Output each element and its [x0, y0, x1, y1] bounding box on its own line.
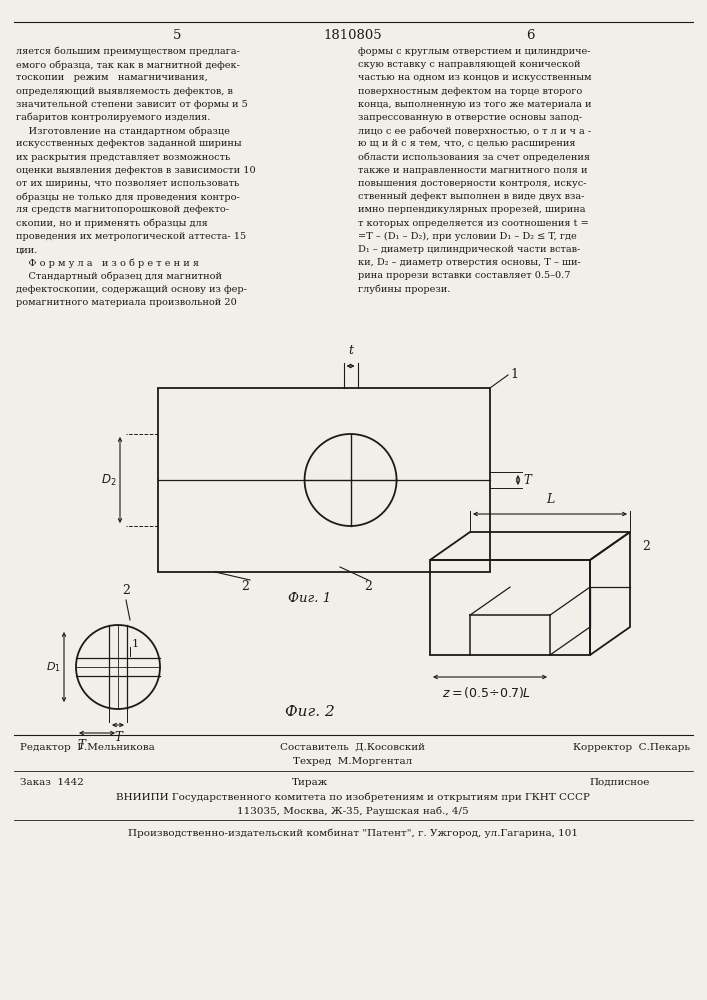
Text: повышения достоверности контроля, искус-: повышения достоверности контроля, искус-: [358, 179, 587, 188]
Text: Ф о р м у л а   и з о б р е т е н и я: Ф о р м у л а и з о б р е т е н и я: [16, 258, 199, 268]
Text: также и направленности магнитного поля и: также и направленности магнитного поля и: [358, 166, 588, 175]
Text: т которых определяется из соотношения t =: т которых определяется из соотношения t …: [358, 219, 589, 228]
Text: искусственных дефектов заданной ширины: искусственных дефектов заданной ширины: [16, 139, 242, 148]
Text: от их ширины, что позволяет использовать: от их ширины, что позволяет использовать: [16, 179, 239, 188]
Text: габаритов контролируемого изделия.: габаритов контролируемого изделия.: [16, 113, 211, 122]
Bar: [430, 560, 590, 655]
Text: Стандартный образец для магнитной: Стандартный образец для магнитной: [16, 271, 222, 281]
Text: $D_2$: $D_2$: [100, 472, 116, 488]
Text: скопии, но и применять образцы для: скопии, но и применять образцы для: [16, 219, 208, 228]
Bar: [158, 388, 490, 572]
Text: T: T: [114, 731, 122, 744]
Text: Фиг. 1: Фиг. 1: [288, 592, 332, 605]
Text: D₁ – диаметр цилиндрической части встав-: D₁ – диаметр цилиндрической части встав-: [358, 245, 580, 254]
Text: 2: 2: [241, 580, 249, 593]
Text: поверхностным дефектом на торце второго: поверхностным дефектом на торце второго: [358, 87, 583, 96]
Text: ции.: ции.: [16, 245, 38, 254]
Text: Составитель  Д.Косовский: Составитель Д.Косовский: [281, 743, 426, 752]
Text: формы с круглым отверстием и цилиндриче-: формы с круглым отверстием и цилиндриче-: [358, 47, 590, 56]
Text: Изготовление на стандартном образце: Изготовление на стандартном образце: [16, 126, 230, 136]
Text: Производственно-издательский комбинат "Патент", г. Ужгород, ул.Гагарина, 101: Производственно-издательский комбинат "П…: [128, 828, 578, 838]
Text: образцы не только для проведения контро-: образцы не только для проведения контро-: [16, 192, 240, 202]
Text: t: t: [348, 344, 353, 357]
Text: их раскрытия представляет возможность: их раскрытия представляет возможность: [16, 153, 230, 162]
Text: запрессованную в отверстие основы запод-: запрессованную в отверстие основы запод-: [358, 113, 582, 122]
Text: ромагнитного материала произвольной 20: ромагнитного материала произвольной 20: [16, 298, 237, 307]
Text: скую вставку с направляющей конической: скую вставку с направляющей конической: [358, 60, 580, 69]
Text: глубины прорези.: глубины прорези.: [358, 285, 450, 294]
Text: Тираж: Тираж: [292, 778, 328, 787]
Text: 5: 5: [173, 29, 181, 42]
Text: проведения их метрологической аттеста- 15: проведения их метрологической аттеста- 1…: [16, 232, 246, 241]
Text: Заказ  1442: Заказ 1442: [20, 778, 84, 787]
Text: Техред  М.Моргентал: Техред М.Моргентал: [293, 757, 413, 766]
Text: T: T: [523, 474, 531, 487]
Text: оценки выявления дефектов в зависимости 10: оценки выявления дефектов в зависимости …: [16, 166, 256, 175]
Text: T: T: [77, 739, 85, 752]
Text: тоскопии   режим   намагничивания,: тоскопии режим намагничивания,: [16, 73, 208, 82]
Text: конца, выполненную из того же материала и: конца, выполненную из того же материала …: [358, 100, 592, 109]
Text: 1: 1: [510, 368, 518, 381]
Text: $D_1$: $D_1$: [46, 660, 61, 674]
Text: 1: 1: [132, 639, 139, 649]
Text: 6: 6: [526, 29, 534, 42]
Text: ю щ и й с я тем, что, с целью расширения: ю щ и й с я тем, что, с целью расширения: [358, 139, 575, 148]
Text: ки, D₂ – диаметр отверстия основы, T – ши-: ки, D₂ – диаметр отверстия основы, T – ш…: [358, 258, 580, 267]
Text: 113035, Москва, Ж-35, Раушская наб., 4/5: 113035, Москва, Ж-35, Раушская наб., 4/5: [237, 806, 469, 816]
Text: имно перпендикулярных прорезей, ширина: имно перпендикулярных прорезей, ширина: [358, 205, 585, 214]
Text: Фиг. 2: Фиг. 2: [285, 705, 335, 719]
Text: =T – (D₁ – D₂), при условии D₁ – D₂ ≤ T, где: =T – (D₁ – D₂), при условии D₁ – D₂ ≤ T,…: [358, 232, 577, 241]
Text: рина прорези вставки составляет 0.5–0.7: рина прорези вставки составляет 0.5–0.7: [358, 271, 571, 280]
Text: L: L: [546, 493, 554, 506]
Text: 2: 2: [364, 580, 372, 593]
Text: 2: 2: [122, 584, 130, 597]
Text: Корректор  С.Пекарь: Корректор С.Пекарь: [573, 743, 690, 752]
Text: значительной степени зависит от формы и 5: значительной степени зависит от формы и …: [16, 100, 247, 109]
Text: емого образца, так как в магнитной дефек-: емого образца, так как в магнитной дефек…: [16, 60, 240, 70]
Text: области использования за счет определения: области использования за счет определени…: [358, 153, 590, 162]
Text: 2: 2: [642, 540, 650, 552]
Text: ВНИИПИ Государственного комитета по изобретениям и открытиям при ГКНТ СССР: ВНИИПИ Государственного комитета по изоб…: [116, 792, 590, 802]
Text: Подписное: Подписное: [590, 778, 650, 787]
Text: Редактор  Г.Мельникова: Редактор Г.Мельникова: [20, 743, 155, 752]
Text: частью на одном из концов и искусственным: частью на одном из концов и искусственны…: [358, 73, 592, 82]
Text: $z=(0.5÷0.7)L$: $z=(0.5÷0.7)L$: [442, 685, 530, 700]
Text: определяющий выявляемость дефектов, в: определяющий выявляемость дефектов, в: [16, 87, 233, 96]
Text: 1810805: 1810805: [324, 29, 382, 42]
Text: ляется большим преимуществом предлага-: ляется большим преимуществом предлага-: [16, 47, 240, 56]
Text: лицо с ее рабочей поверхностью, о т л и ч а -: лицо с ее рабочей поверхностью, о т л и …: [358, 126, 591, 136]
Text: ственный дефект выполнен в виде двух вза-: ственный дефект выполнен в виде двух вза…: [358, 192, 585, 201]
Text: ля средств магнитопорошковой дефекто-: ля средств магнитопорошковой дефекто-: [16, 205, 229, 214]
Text: дефектоскопии, содержащий основу из фер-: дефектоскопии, содержащий основу из фер-: [16, 285, 247, 294]
